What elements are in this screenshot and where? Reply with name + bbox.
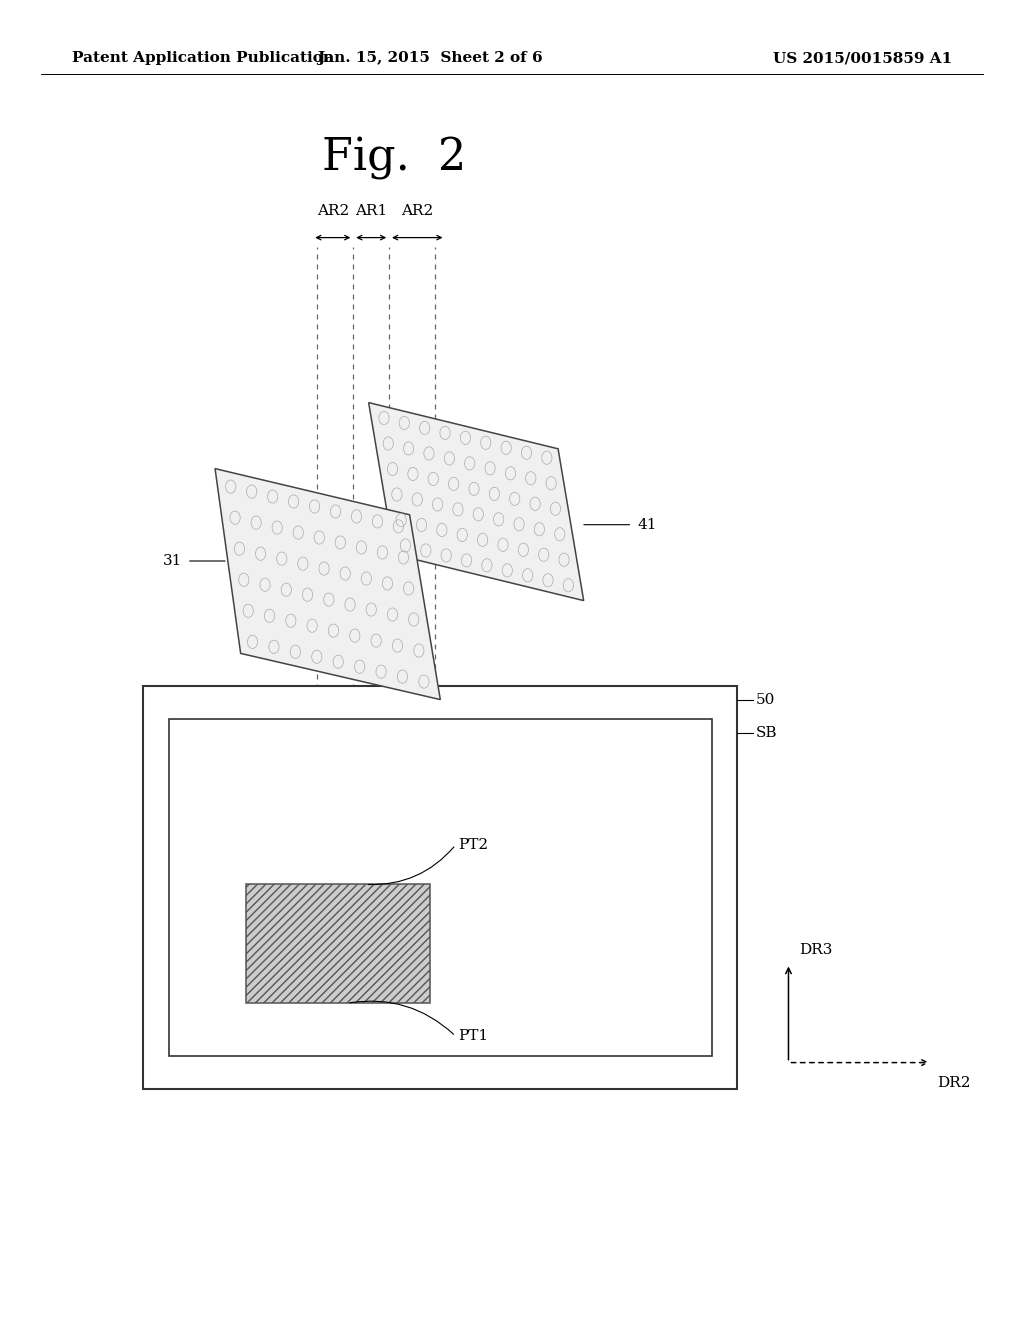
Text: AR2: AR2 <box>316 203 349 218</box>
Text: 31: 31 <box>163 554 182 568</box>
Text: Patent Application Publication: Patent Application Publication <box>72 51 334 65</box>
Polygon shape <box>215 469 440 700</box>
Text: DR2: DR2 <box>937 1076 971 1090</box>
Text: AR1: AR1 <box>355 203 387 218</box>
Text: SB: SB <box>756 726 777 739</box>
Text: Jan. 15, 2015  Sheet 2 of 6: Jan. 15, 2015 Sheet 2 of 6 <box>317 51 543 65</box>
Text: PT2: PT2 <box>458 838 487 851</box>
Text: Fig.  2: Fig. 2 <box>323 137 466 180</box>
Bar <box>169 719 712 1056</box>
Text: DR3: DR3 <box>799 942 833 957</box>
Text: US 2015/0015859 A1: US 2015/0015859 A1 <box>773 51 952 65</box>
Text: 41: 41 <box>637 517 657 532</box>
Text: 50: 50 <box>756 693 775 706</box>
Polygon shape <box>369 403 584 601</box>
Text: PT1: PT1 <box>458 1030 487 1043</box>
Text: AR2: AR2 <box>401 203 433 218</box>
Bar <box>246 884 430 1003</box>
Bar <box>143 686 737 1089</box>
